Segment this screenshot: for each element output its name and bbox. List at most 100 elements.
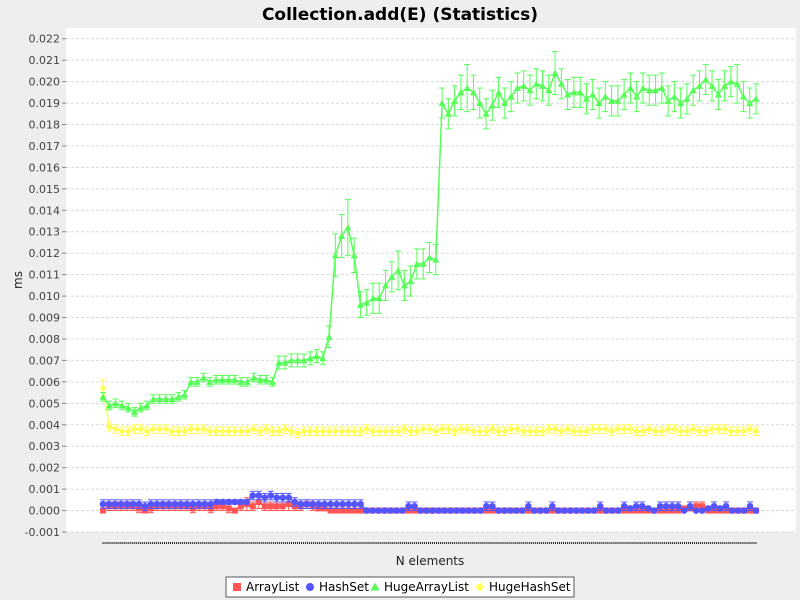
data-point <box>662 502 670 510</box>
data-point <box>419 260 427 267</box>
data-point <box>375 294 383 302</box>
y-tick-label: 0.010 <box>29 290 61 303</box>
data-point <box>501 99 509 107</box>
data-point <box>331 427 339 435</box>
data-point <box>399 507 406 514</box>
data-point <box>243 498 251 506</box>
data-point <box>201 500 209 508</box>
data-point <box>344 427 352 435</box>
data-point <box>451 97 459 104</box>
data-point <box>137 425 145 433</box>
data-point <box>752 507 760 514</box>
data-point <box>469 88 477 96</box>
data-point <box>285 494 293 501</box>
data-point <box>207 500 215 508</box>
data-point <box>457 425 465 433</box>
y-tick-label: 0.016 <box>29 161 61 174</box>
data-point <box>507 425 515 433</box>
x-axis-ticks <box>102 542 757 544</box>
data-point <box>375 507 382 514</box>
data-point <box>382 427 390 435</box>
data-point <box>206 427 214 435</box>
data-point <box>469 427 477 435</box>
x-axis-label: N elements <box>396 554 465 568</box>
data-point <box>267 503 274 510</box>
legend-label: HugeArrayList <box>384 580 469 594</box>
data-point <box>143 427 151 435</box>
data-point <box>557 80 565 87</box>
data-point <box>555 507 562 514</box>
data-point <box>338 232 346 240</box>
y-tick-label: 0.009 <box>29 312 61 325</box>
data-point <box>476 99 484 107</box>
data-point <box>171 500 179 508</box>
y-tick-label: 0.002 <box>29 462 61 475</box>
data-point <box>256 427 264 435</box>
data-point <box>739 93 747 100</box>
data-point <box>689 86 697 94</box>
data-point <box>626 425 634 433</box>
data-point <box>459 507 466 514</box>
data-point <box>435 507 442 514</box>
data-point <box>174 427 182 435</box>
data-point <box>99 393 107 400</box>
data-point <box>279 494 287 501</box>
data-point <box>124 427 132 435</box>
y-tick-label: 0.003 <box>29 440 61 453</box>
data-point <box>195 500 203 508</box>
data-point <box>614 507 622 514</box>
data-point <box>578 507 586 514</box>
data-point <box>457 88 465 96</box>
data-point <box>267 492 275 499</box>
series-HugeHashSet <box>99 379 760 439</box>
data-point <box>356 301 364 308</box>
data-point <box>507 93 515 100</box>
data-point <box>722 502 730 510</box>
data-point <box>273 494 281 501</box>
data-point <box>507 507 514 514</box>
data-point <box>570 88 578 96</box>
data-point <box>564 90 572 98</box>
data-point <box>582 427 590 435</box>
data-point <box>686 502 694 510</box>
data-point <box>300 356 308 364</box>
data-point <box>595 99 603 107</box>
data-point <box>674 502 682 510</box>
data-point <box>261 503 268 510</box>
data-point <box>333 507 340 514</box>
data-point <box>746 502 754 510</box>
data-point <box>363 425 371 433</box>
data-point <box>327 507 334 514</box>
data-point <box>394 266 402 274</box>
data-point <box>363 507 370 514</box>
data-point <box>143 401 151 409</box>
data-point <box>721 82 729 89</box>
data-point <box>677 427 685 435</box>
grid-lines <box>66 38 796 533</box>
data-point <box>400 281 408 289</box>
data-point <box>249 503 256 510</box>
data-point <box>670 93 678 100</box>
y-tick-label: 0.006 <box>29 376 61 389</box>
data-point <box>677 99 685 107</box>
data-point <box>602 507 610 514</box>
data-point <box>105 500 113 508</box>
data-point <box>733 80 741 87</box>
data-point <box>369 507 376 514</box>
data-point <box>269 427 277 435</box>
data-point <box>225 505 232 512</box>
data-point <box>99 500 107 508</box>
data-point <box>483 502 490 510</box>
data-point <box>153 500 161 508</box>
data-point <box>327 500 334 508</box>
data-point <box>584 507 592 514</box>
data-point <box>315 500 322 508</box>
data-point <box>112 399 120 407</box>
data-point <box>432 427 440 435</box>
data-point <box>100 507 106 514</box>
data-point <box>303 500 310 508</box>
data-point <box>695 427 703 435</box>
y-tick-label: 0.019 <box>29 97 61 110</box>
data-point <box>249 492 257 499</box>
data-point <box>501 507 508 514</box>
